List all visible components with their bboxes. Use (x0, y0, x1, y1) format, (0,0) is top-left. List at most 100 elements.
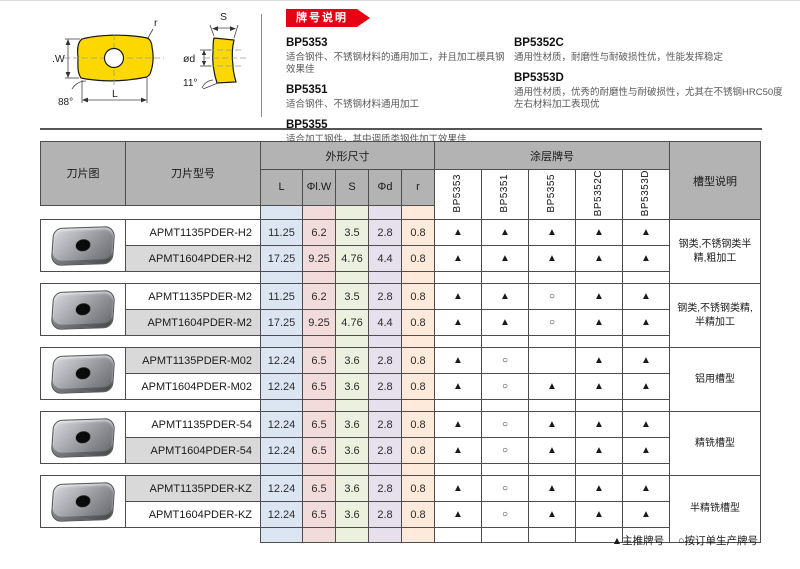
coating-mark: ○ (528, 309, 576, 337)
col-header-S: S (335, 169, 369, 206)
coating-mark: ▲ (434, 437, 482, 465)
model-cell: APMT1604PDER-M02 (125, 373, 261, 401)
dim-IW: 9.25 (302, 309, 336, 337)
dim-d: 4.4 (368, 245, 402, 273)
model-cell: APMT1604PDER-H2 (125, 245, 261, 273)
coating-mark: ○ (481, 475, 529, 503)
insert-spec-table: 刀片图 刀片型号 外形尺寸 涂层牌号 槽型说明 L Φl.W S Φd r BP… (40, 140, 761, 544)
insert-dimension-diagram: .W L 88° r S (52, 8, 257, 122)
group-spacer-row (40, 463, 761, 477)
label-width: .W (52, 53, 65, 65)
grade-desc: 适合钢件、不锈钢材料的通用加工，并且加工模具钢效果佳 (286, 52, 505, 75)
section-title-banner: 牌号说明 (286, 9, 370, 27)
coating-mark: ▲ (434, 373, 482, 401)
grade-name: BP5351 (286, 84, 328, 96)
table-subheader-row: L Φl.W S Φd r BP5353 BP5351 BP5355 BP535… (41, 168, 761, 221)
coating-mark: ▲ (622, 245, 670, 273)
coating-mark: ▲ (434, 245, 482, 273)
coating-mark: ▲ (622, 347, 670, 375)
dim-L: 12.24 (260, 501, 303, 529)
insert-photo-cell (40, 411, 126, 465)
spacer-cell (40, 205, 261, 220)
dim-L: 17.25 (260, 309, 303, 337)
dim-IW: 6.5 (302, 373, 336, 401)
coating-mark: ▲ (622, 501, 670, 529)
coating-mark: ○ (481, 347, 529, 375)
coating-mark: ▲ (528, 501, 576, 529)
col-header-coating-bp5353d: BP5353D (622, 168, 670, 221)
table-row: APMT1604PDER-54 12.24 6.5 3.6 2.8 0.8 ▲ … (41, 437, 761, 465)
col-header-photo: 刀片图 (40, 141, 126, 206)
coating-mark (528, 347, 576, 375)
col-header-coating-bp5352c: BP5352C (575, 168, 623, 221)
label-angle-11: 11° (183, 78, 197, 89)
table-row: APMT1135PDER-KZ 12.24 6.5 3.6 2.8 0.8 ▲ … (40, 475, 761, 544)
coating-mark: ▲ (528, 437, 576, 465)
group-spacer-row (40, 335, 761, 349)
coating-mark: ▲ (622, 475, 670, 503)
dim-L: 11.25 (260, 219, 303, 247)
grade-item: BP5353 适合钢件、不锈钢材料的通用加工，并且加工模具钢效果佳 (286, 36, 506, 76)
table-row: APMT1135PDER-H2 11.25 6.2 3.5 2.8 0.8 ▲ … (40, 219, 761, 285)
grade-desc: 通用性材质，耐磨性与耐破损性优，性能发挥稳定 (514, 52, 724, 63)
coating-mark: ▲ (622, 373, 670, 401)
table-row: APMT1135PDER-M02 12.24 6.5 3.6 2.8 0.8 ▲… (40, 347, 761, 413)
dim-d: 2.8 (368, 347, 402, 375)
dim-r: 0.8 (401, 347, 435, 375)
label-corner-radius: r (154, 17, 158, 29)
insert-photo-cell (40, 347, 126, 401)
grade-column-left: BP5353 适合钢件、不锈钢材料的通用加工，并且加工模具钢效果佳 BP5351… (286, 36, 506, 153)
dim-L: 12.24 (260, 411, 303, 439)
dim-L: 12.24 (260, 373, 303, 401)
dim-d: 2.8 (368, 283, 402, 311)
coating-mark: ▲ (575, 373, 623, 401)
insert-photo-cell (40, 219, 126, 273)
dim-IW: 9.25 (302, 245, 336, 273)
insert-photo-cell (40, 283, 126, 337)
coating-mark: ○ (481, 501, 529, 529)
dim-r: 0.8 (401, 501, 435, 529)
grade-name: BP5352C (514, 37, 564, 49)
dim-r: 0.8 (401, 475, 435, 503)
table-row: APMT1604PDER-H2 17.25 9.25 4.76 4.4 0.8 … (41, 245, 761, 273)
label-angle-88: 88° (58, 97, 73, 108)
circle-legend: ○按订单生产牌号 (678, 535, 758, 547)
col-header-coating-bp5351: BP5351 (481, 168, 529, 221)
model-cell: APMT1135PDER-M02 (125, 347, 261, 375)
section-title: 牌号说明 (296, 12, 348, 24)
groove-desc-cell: 铝用槽型 (669, 347, 761, 413)
coating-mark: ▲ (434, 501, 482, 529)
marks-legend: ▲主推牌号 ○按订单生产牌号 (40, 533, 758, 548)
coating-mark: ▲ (575, 219, 623, 247)
grade-item: BP5351 适合钢件、不锈钢材料通用加工 (286, 83, 506, 111)
coating-mark: ▲ (434, 283, 482, 311)
col-header-d: Φd (368, 169, 402, 206)
col-header-model: 刀片型号 (125, 141, 261, 206)
grade-desc: 适合加工钢件，其中调质类钢件加工效果佳 (286, 134, 467, 145)
coating-mark: ▲ (434, 411, 482, 439)
coating-mark: ▲ (528, 475, 576, 503)
dim-L: 11.25 (260, 283, 303, 311)
coating-mark: ▲ (434, 309, 482, 337)
col-header-L: L (260, 169, 303, 206)
table-row: APMT1135PDER-M2 11.25 6.2 3.5 2.8 0.8 ▲ … (40, 283, 761, 349)
groove-desc-cell: 钢类,不锈钢类精,半精加工 (669, 283, 761, 349)
label-hole-diameter: ød (183, 53, 195, 65)
table-bottom-spacer-row (40, 527, 761, 544)
dim-r: 0.8 (401, 373, 435, 401)
dim-S: 3.6 (335, 501, 369, 529)
dim-IW: 6.5 (302, 475, 336, 503)
dim-L: 12.24 (260, 475, 303, 503)
coating-mark: ▲ (575, 411, 623, 439)
insert-photo (50, 353, 116, 394)
coating-mark: ▲ (575, 347, 623, 375)
col-header-groove: 槽型说明 (669, 140, 761, 221)
col-header-coating-bp5353: BP5353 (434, 168, 482, 221)
coating-mark: ○ (481, 373, 529, 401)
insert-photo (50, 225, 116, 266)
dim-r: 0.8 (401, 245, 435, 273)
model-cell: APMT1135PDER-H2 (125, 219, 261, 247)
coating-mark: ▲ (575, 437, 623, 465)
model-cell: APMT1604PDER-KZ (125, 501, 261, 529)
